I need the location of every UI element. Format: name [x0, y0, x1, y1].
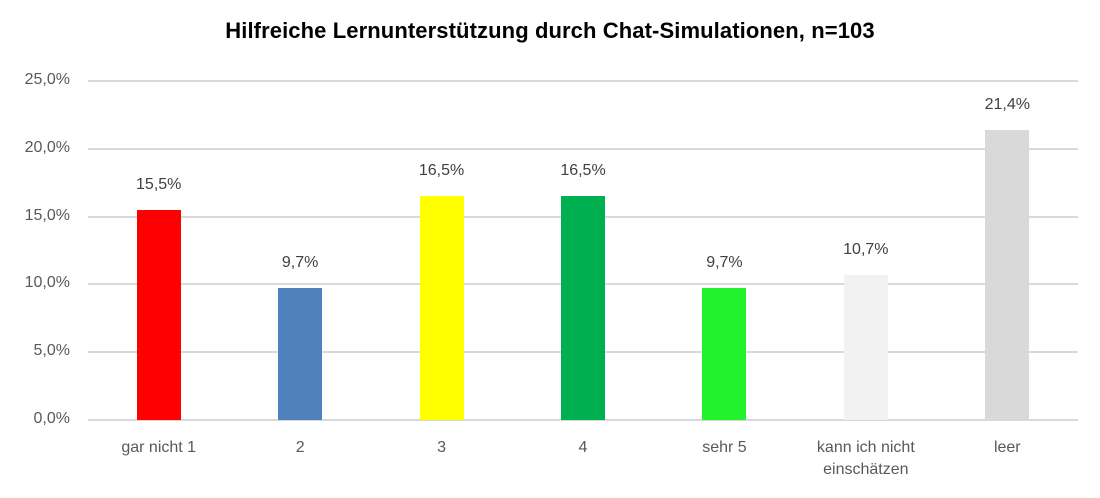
data-label: 21,4% [984, 95, 1030, 113]
gridline [88, 147, 1078, 150]
x-tick-label-line: gar nicht 1 [121, 439, 197, 456]
plot-area: 15,5% 9,7% 16,5% 16,5% 9,7% 10,7% 21,4% [88, 80, 1078, 421]
y-tick-label: 15,0% [24, 206, 70, 224]
x-tick-label-line: 4 [578, 439, 588, 456]
y-tick-label: 5,0% [33, 342, 70, 360]
data-label: 9,7% [281, 254, 319, 272]
data-label: 10,7% [843, 240, 889, 258]
x-tick-label-line: 2 [295, 439, 305, 456]
bar [843, 274, 888, 420]
x-tick-label: leer [937, 437, 1077, 459]
chart-title: Hilfreiche Lernunterstützung durch Chat-… [225, 18, 875, 43]
y-tick-label: 0,0% [33, 410, 70, 427]
x-tick-label: kann ich nicht einschätzen [796, 437, 936, 481]
bar [702, 288, 747, 420]
x-tick-label-line: einschätzen [823, 461, 909, 478]
x-tick-label-line: sehr 5 [702, 439, 747, 456]
bar [561, 196, 605, 420]
x-axis-line [88, 419, 1078, 421]
bar [278, 288, 323, 420]
bar [136, 209, 181, 420]
x-tick-label-line: 3 [437, 439, 447, 456]
x-tick-label: gar nicht 1 [89, 437, 229, 459]
y-tick-label: 20,0% [24, 138, 70, 156]
gridline [88, 80, 1078, 82]
bar [419, 196, 464, 420]
data-label: 16,5% [418, 162, 465, 180]
data-label: 16,5% [560, 162, 606, 180]
y-tick-label: 25,0% [24, 71, 70, 88]
x-tick-label: 3 [372, 437, 512, 459]
x-tick-label-line: kann ich nicht [816, 439, 915, 456]
data-label: 9,7% [706, 254, 743, 272]
y-tick-label: 10,0% [24, 274, 70, 292]
x-tick-label: 4 [513, 437, 653, 459]
bar [985, 129, 1030, 420]
x-tick-label-line: leer [993, 439, 1021, 456]
data-label: 15,5% [136, 175, 182, 193]
x-tick-label: 2 [230, 437, 370, 459]
x-tick-label: sehr 5 [654, 437, 794, 459]
